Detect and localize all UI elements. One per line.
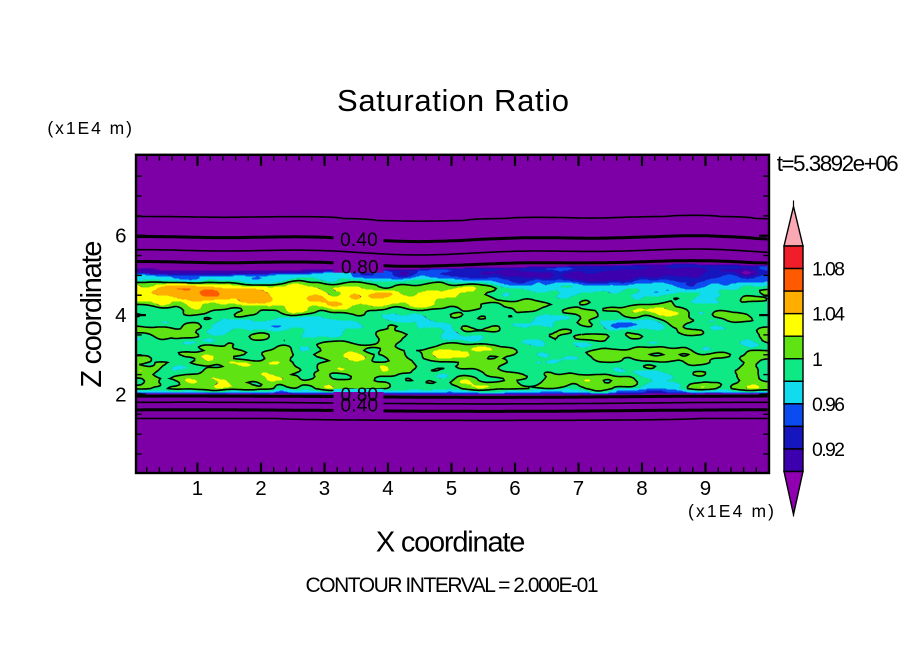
svg-text:0.96: 0.96 [812, 394, 845, 416]
svg-text:7: 7 [573, 477, 584, 500]
svg-text:1.04: 1.04 [812, 304, 845, 326]
svg-text:2: 2 [255, 477, 266, 500]
svg-text:1: 1 [812, 349, 823, 371]
svg-text:4: 4 [115, 304, 126, 327]
svg-text:0.80: 0.80 [341, 258, 379, 279]
svg-text:0.92: 0.92 [812, 439, 845, 461]
svg-text:5: 5 [446, 477, 457, 500]
svg-text:1.08: 1.08 [812, 259, 845, 281]
svg-text:8: 8 [636, 477, 647, 500]
svg-text:2: 2 [115, 384, 126, 407]
svg-text:0.40: 0.40 [340, 230, 378, 251]
svg-text:0.40: 0.40 [341, 396, 379, 417]
svg-text:Z coordinate: Z coordinate [76, 241, 108, 388]
svg-text:6: 6 [115, 225, 126, 248]
svg-text:4: 4 [382, 477, 393, 500]
svg-text:(x1E4 m): (x1E4 m) [47, 118, 132, 138]
svg-text:(x1E4 m): (x1E4 m) [688, 501, 774, 521]
svg-text:t=5.3892e+06: t=5.3892e+06 [777, 151, 899, 176]
svg-text:1: 1 [192, 477, 203, 500]
svg-text:3: 3 [319, 477, 330, 500]
svg-text:0.80: 0.80 [341, 385, 379, 406]
svg-text:CONTOUR INTERVAL = 2.000E-01: CONTOUR INTERVAL = 2.000E-01 [306, 574, 599, 597]
svg-text:9: 9 [700, 477, 711, 500]
svg-text:X coordinate: X coordinate [376, 527, 525, 559]
svg-text:Saturation Ratio: Saturation Ratio [337, 83, 569, 118]
svg-text:6: 6 [509, 477, 520, 500]
